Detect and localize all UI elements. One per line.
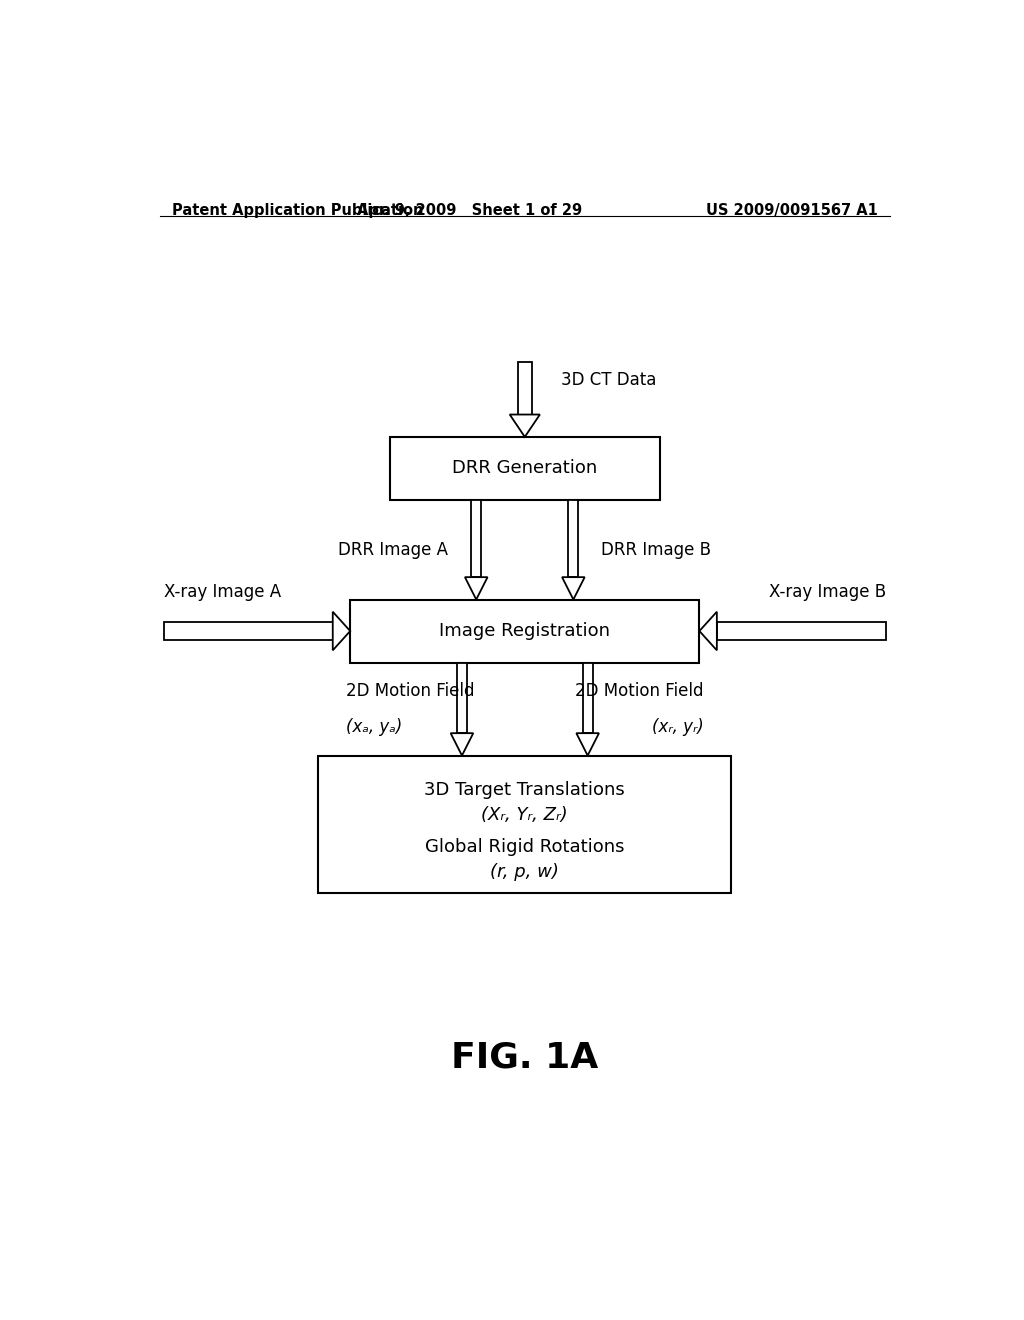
Polygon shape — [333, 611, 350, 651]
Text: 2D Motion Field: 2D Motion Field — [574, 681, 703, 700]
Bar — [583, 663, 593, 733]
Text: FIG. 1A: FIG. 1A — [452, 1041, 598, 1074]
Text: DRR Image A: DRR Image A — [339, 541, 449, 558]
Bar — [457, 663, 467, 733]
Bar — [318, 755, 731, 892]
Bar — [390, 437, 659, 500]
Bar — [164, 622, 333, 640]
Text: (xᵣ, yᵣ): (xᵣ, yᵣ) — [651, 718, 703, 737]
Text: Image Registration: Image Registration — [439, 622, 610, 640]
Bar — [471, 500, 481, 577]
Text: 3D Target Translations: 3D Target Translations — [424, 781, 626, 799]
Text: 2D Motion Field: 2D Motion Field — [346, 681, 475, 700]
Bar — [350, 599, 699, 663]
Bar — [518, 362, 531, 414]
Polygon shape — [465, 577, 487, 599]
Text: Global Rigid Rotations: Global Rigid Rotations — [425, 838, 625, 857]
Polygon shape — [577, 733, 599, 755]
Text: Patent Application Publication: Patent Application Publication — [172, 203, 423, 218]
Text: US 2009/0091567 A1: US 2009/0091567 A1 — [707, 203, 878, 218]
Text: X-ray Image B: X-ray Image B — [769, 583, 886, 602]
Text: X-ray Image A: X-ray Image A — [164, 583, 281, 602]
Text: Apr. 9, 2009   Sheet 1 of 29: Apr. 9, 2009 Sheet 1 of 29 — [356, 203, 582, 218]
Text: 3D CT Data: 3D CT Data — [560, 371, 656, 389]
Text: (r, p, w): (r, p, w) — [490, 863, 559, 882]
Text: DRR Generation: DRR Generation — [453, 459, 597, 478]
Text: DRR Image B: DRR Image B — [601, 541, 711, 558]
Bar — [717, 622, 886, 640]
Polygon shape — [451, 733, 473, 755]
Text: (Xᵣ, Yᵣ, Zᵣ): (Xᵣ, Yᵣ, Zᵣ) — [481, 805, 568, 824]
Bar — [568, 500, 579, 577]
Polygon shape — [699, 611, 717, 651]
Text: (xₐ, yₐ): (xₐ, yₐ) — [346, 718, 402, 737]
Polygon shape — [510, 414, 540, 437]
Polygon shape — [562, 577, 585, 599]
